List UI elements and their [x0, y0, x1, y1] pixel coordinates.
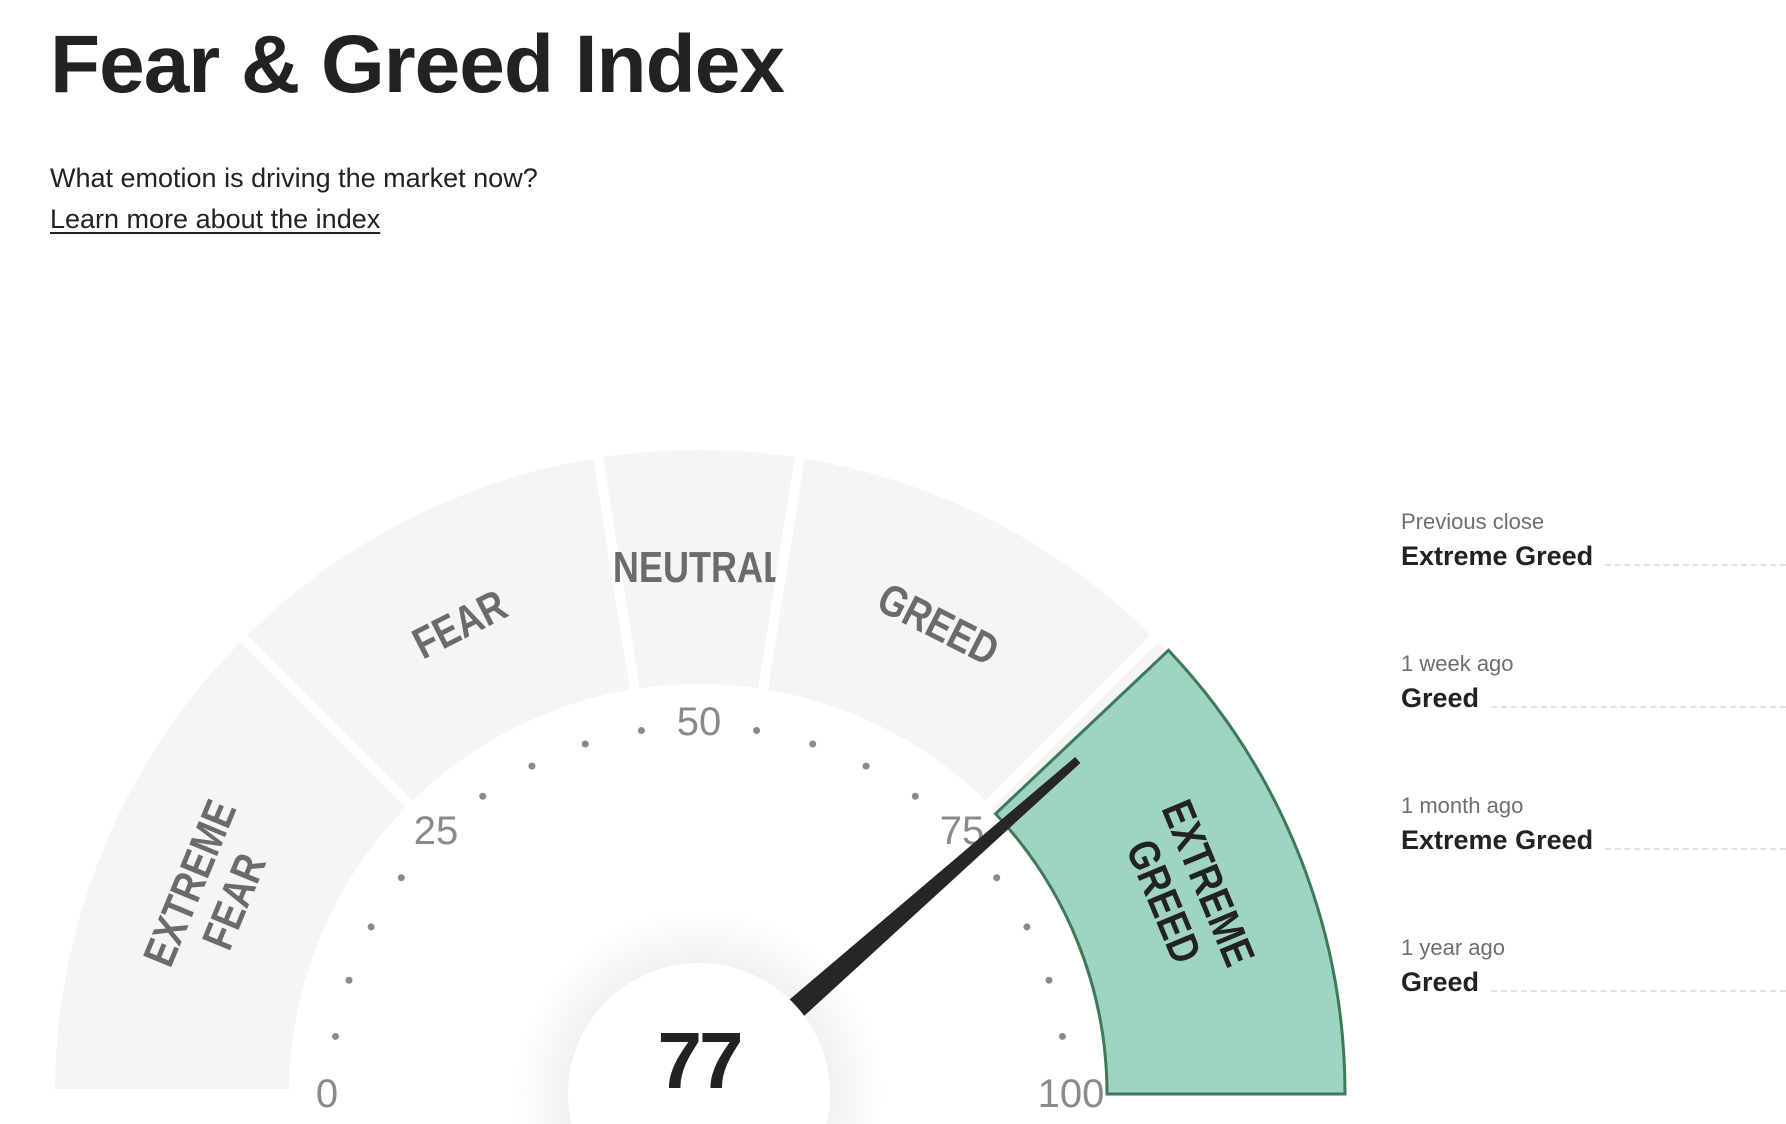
history-period: Previous close — [1401, 509, 1545, 534]
tick-dot — [809, 740, 817, 748]
history-period: 1 year ago — [1401, 935, 1505, 960]
history-row: Extreme Greed — [1401, 824, 1786, 856]
dashed-divider — [1491, 706, 1786, 708]
dashed-divider — [1605, 564, 1786, 566]
history-row: Extreme Greed — [1401, 540, 1786, 572]
tick-dot — [332, 1032, 340, 1040]
history-rating: Greed — [1401, 967, 1480, 997]
history-item: 1 month ago Extreme Greed — [1401, 792, 1786, 856]
tick-label: 100 — [1038, 1072, 1105, 1116]
history-rating: Extreme Greed — [1401, 825, 1594, 855]
history-item: 1 week ago Greed — [1401, 650, 1786, 714]
history-rating: Extreme Greed — [1401, 541, 1594, 571]
tick-label: 25 — [414, 809, 459, 853]
page-subtitle: What emotion is driving the market now? — [50, 163, 538, 193]
tick-dot — [1045, 976, 1053, 984]
tick-dot — [345, 976, 353, 984]
history-row: Greed — [1401, 966, 1786, 998]
tick-dot — [1023, 923, 1031, 931]
page-title: Fear & Greed Index — [50, 19, 785, 110]
gauge-needle — [789, 757, 1081, 1017]
tick-dot — [1058, 1032, 1066, 1040]
dashed-divider — [1491, 990, 1786, 992]
tick-dot — [862, 762, 870, 770]
tick-dot — [397, 874, 405, 882]
gauge-value: 77 — [658, 1016, 741, 1105]
tick-label: 0 — [316, 1072, 338, 1116]
dashed-divider — [1605, 848, 1786, 850]
tick-dot — [528, 762, 536, 770]
tick-dot — [581, 740, 589, 748]
history-item: Previous close Extreme Greed — [1401, 508, 1786, 572]
segment-active-highlight — [993, 648, 1347, 1096]
segment-extreme-fear — [44, 628, 420, 1099]
tick-dot — [479, 792, 487, 800]
history-period: 1 week ago — [1401, 651, 1514, 676]
tick-dot — [753, 727, 761, 735]
tick-dot — [367, 923, 375, 931]
history-rating: Greed — [1401, 683, 1480, 713]
tick-dot — [911, 792, 919, 800]
history-item: 1 year ago Greed — [1401, 934, 1786, 998]
fear-greed-gauge: EXTREMEFEARFEARNEUTRALGREEDEXTREMEGREED … — [44, 542, 1347, 1124]
history-period: 1 month ago — [1401, 793, 1524, 818]
history-row: Greed — [1401, 682, 1786, 714]
center-dial — [568, 962, 830, 1124]
tick-dot — [637, 727, 645, 735]
tick-dot — [993, 874, 1001, 882]
tick-label: 50 — [677, 700, 722, 744]
segment-label-neutral: NEUTRAL — [613, 542, 785, 591]
learn-more-link[interactable]: Learn more about the index — [50, 204, 381, 234]
